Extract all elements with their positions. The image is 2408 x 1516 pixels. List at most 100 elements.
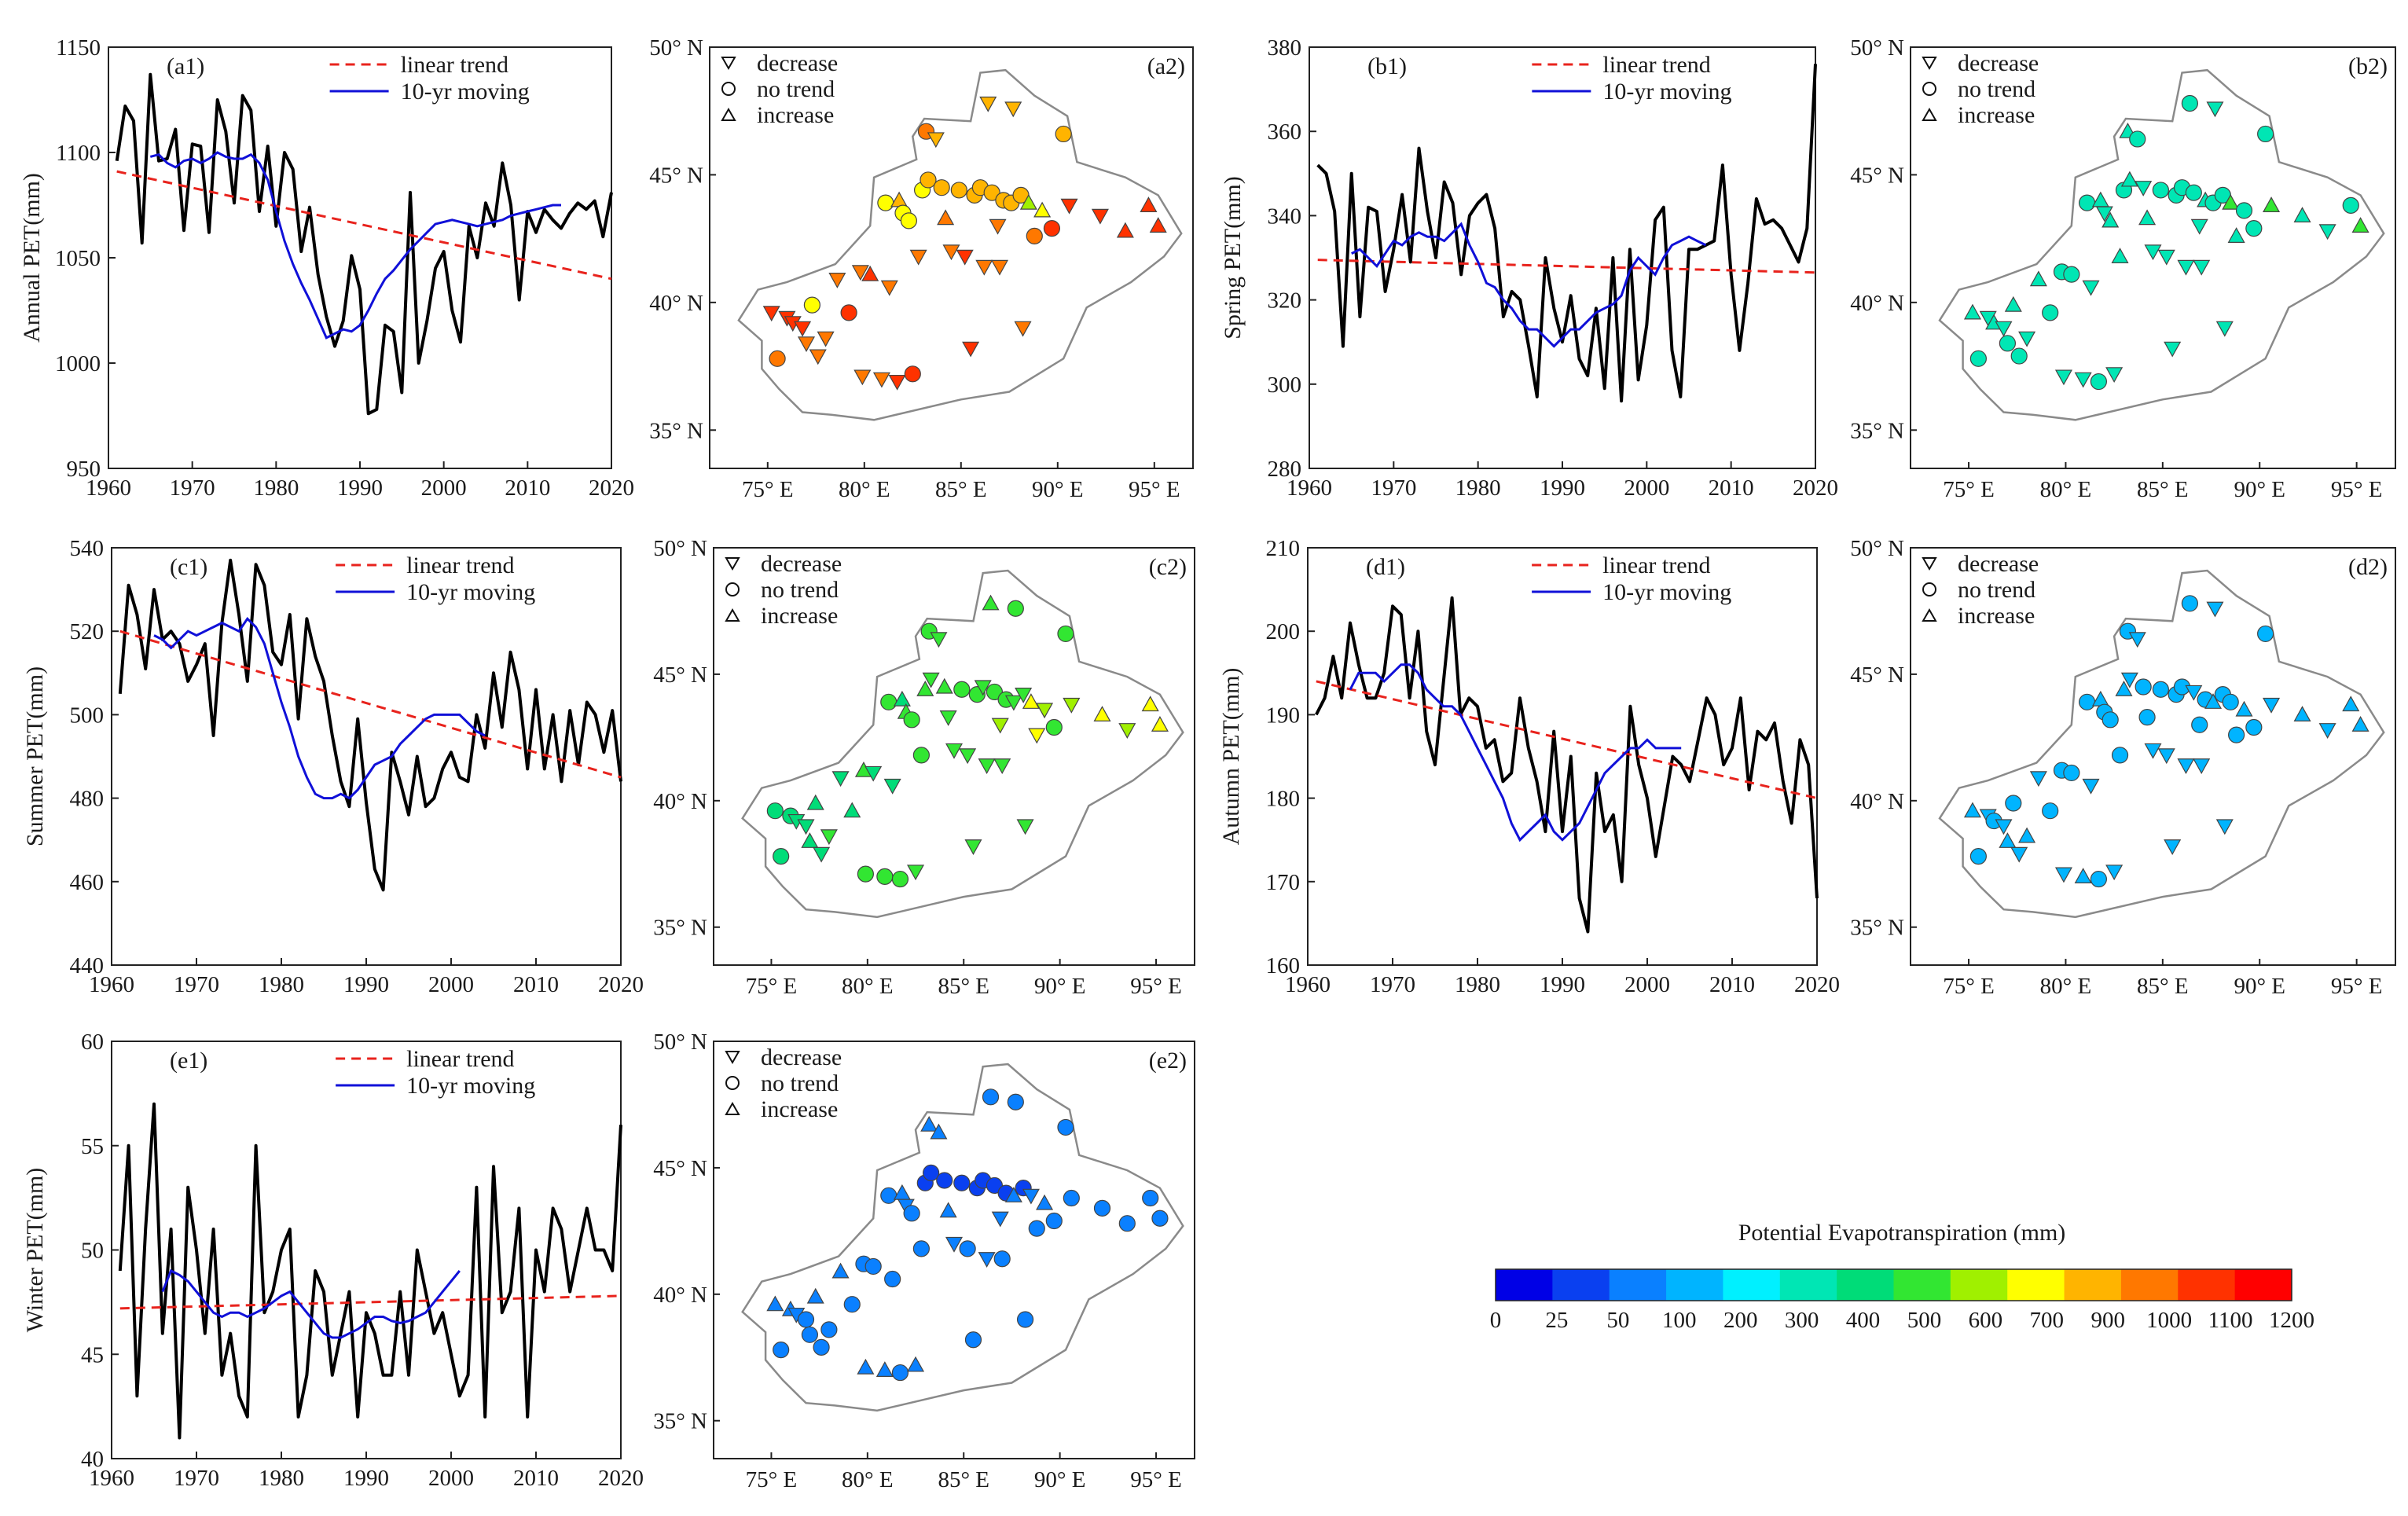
station-no-trend: [2181, 94, 2198, 112]
x-tick-label: 2010: [505, 475, 550, 501]
station-increase: [1004, 1187, 1022, 1202]
station-decrease: [880, 280, 898, 296]
colorbar-swatch: [2234, 1269, 2292, 1301]
station-decrease: [1014, 321, 1032, 337]
station-increase: [916, 680, 934, 696]
station-no-trend: [1969, 350, 1987, 367]
station-increase: [2111, 248, 2129, 263]
colorbar-tick-label: 50: [1606, 1308, 1629, 1333]
lon-tick-label: 75° E: [1943, 477, 1995, 502]
station-decrease: [888, 374, 906, 391]
station-no-trend: [2078, 693, 2096, 710]
station-no-trend: [950, 182, 967, 199]
y-tick-label: 460: [70, 870, 105, 895]
x-tick-label: 2020: [1793, 475, 1838, 501]
legend-notrend-symbol: [1922, 82, 1936, 96]
lon-tick-label: 90° E: [1034, 974, 1086, 999]
legend-moving-label: 10-yr moving: [1602, 579, 1731, 605]
station-no-trend: [766, 802, 784, 820]
station-decrease: [993, 758, 1011, 774]
station-decrease: [828, 273, 846, 288]
station-no-trend: [903, 1205, 920, 1222]
station-no-trend: [843, 1296, 861, 1313]
lat-tick-label: 45° N: [653, 1156, 707, 1181]
station-increase: [1036, 1194, 1054, 1210]
lat-tick-label: 50° N: [1850, 536, 1904, 561]
colorbar-swatch: [2007, 1269, 2065, 1301]
station-decrease: [1028, 728, 1046, 744]
moving-average-line: [153, 616, 486, 800]
panel-a2: 35° N 40° N 45° N 50° N 75° E 80° E 85° E 90° E…: [649, 35, 1194, 502]
lat-tick-label: 35° N: [653, 916, 707, 941]
panel-label: (c1): [170, 554, 207, 580]
station-no-trend: [1118, 1215, 1136, 1232]
linear-trend-line: [1317, 259, 1816, 274]
station-increase: [2293, 706, 2311, 722]
legend-increase-label: increase: [1958, 603, 2035, 629]
station-decrease: [1036, 703, 1054, 719]
station-increase: [2293, 207, 2311, 222]
station-increase: [2227, 227, 2245, 243]
legend-decrease-label: decrease: [761, 1044, 842, 1070]
station-increase: [2074, 868, 2092, 883]
station-decrease: [2177, 259, 2195, 276]
lat-tick-label: 35° N: [649, 418, 703, 443]
station-decrease: [2054, 867, 2072, 883]
y-tick-label: 380: [1268, 35, 1302, 61]
y-tick-label: 500: [70, 703, 105, 728]
y-tick-label: 210: [1266, 536, 1301, 561]
x-tick-label: 1990: [343, 1466, 389, 1491]
moving-average-line: [161, 1268, 461, 1339]
station-increase: [935, 677, 953, 694]
station-no-trend: [900, 212, 917, 229]
lon-tick-label: 95° E: [1130, 1467, 1182, 1492]
legend-notrend-label: no trend: [761, 577, 839, 603]
colorbar-tick-label: 100: [1662, 1308, 1697, 1333]
station-increase: [1140, 196, 1158, 213]
colorbar-tick-label: 1100: [2208, 1308, 2253, 1333]
station-decrease: [2054, 369, 2072, 386]
lat-tick-label: 35° N: [653, 1409, 707, 1434]
colorbar-tick-label: 700: [2030, 1308, 2065, 1333]
station-decrease: [2120, 672, 2138, 688]
station-decrease: [2164, 341, 2182, 358]
station-decrease: [2018, 331, 2036, 347]
panel-label: (a2): [1147, 53, 1185, 79]
station-no-trend: [773, 1342, 790, 1359]
station-decrease: [922, 672, 940, 688]
station-decrease: [945, 743, 964, 759]
station-decrease: [2105, 864, 2124, 881]
station-no-trend: [2010, 347, 2028, 365]
legend-increase-symbol: [1922, 107, 1937, 121]
station-no-trend: [1057, 625, 1074, 643]
station-decrease: [959, 748, 977, 765]
y-axis-label: Winter PET(mm): [22, 1168, 48, 1333]
station-decrease: [2135, 181, 2153, 196]
moving-average-line: [1349, 663, 1682, 842]
legend-notrend-label: no trend: [761, 1070, 839, 1096]
station-no-trend: [880, 693, 897, 710]
lon-tick-label: 80° E: [2040, 974, 2092, 999]
station-decrease: [872, 372, 890, 388]
panel-label: (e2): [1149, 1048, 1187, 1074]
panel-label: (e1): [170, 1048, 207, 1074]
plot-frame: [108, 46, 612, 469]
station-no-trend: [1057, 1118, 1074, 1136]
station-increase: [2004, 295, 2022, 312]
legend-decrease-symbol: [725, 557, 740, 571]
pet-series-line: [118, 558, 622, 892]
lat-tick-label: 40° N: [649, 291, 703, 316]
lon-tick-label: 75° E: [742, 477, 794, 502]
station-no-trend: [2185, 184, 2202, 201]
x-tick-label: 1970: [174, 972, 219, 997]
y-tick-label: 60: [81, 1030, 104, 1055]
station-decrease: [979, 96, 997, 112]
station-decrease: [797, 336, 816, 353]
panel-label: (c2): [1149, 554, 1187, 580]
station-decrease: [989, 218, 1007, 235]
panel-label: (d1): [1366, 554, 1405, 580]
lat-tick-label: 50° N: [1850, 35, 1904, 61]
station-no-trend: [1093, 1199, 1111, 1217]
x-tick-label: 2000: [1624, 475, 1669, 501]
station-decrease: [2318, 224, 2336, 240]
